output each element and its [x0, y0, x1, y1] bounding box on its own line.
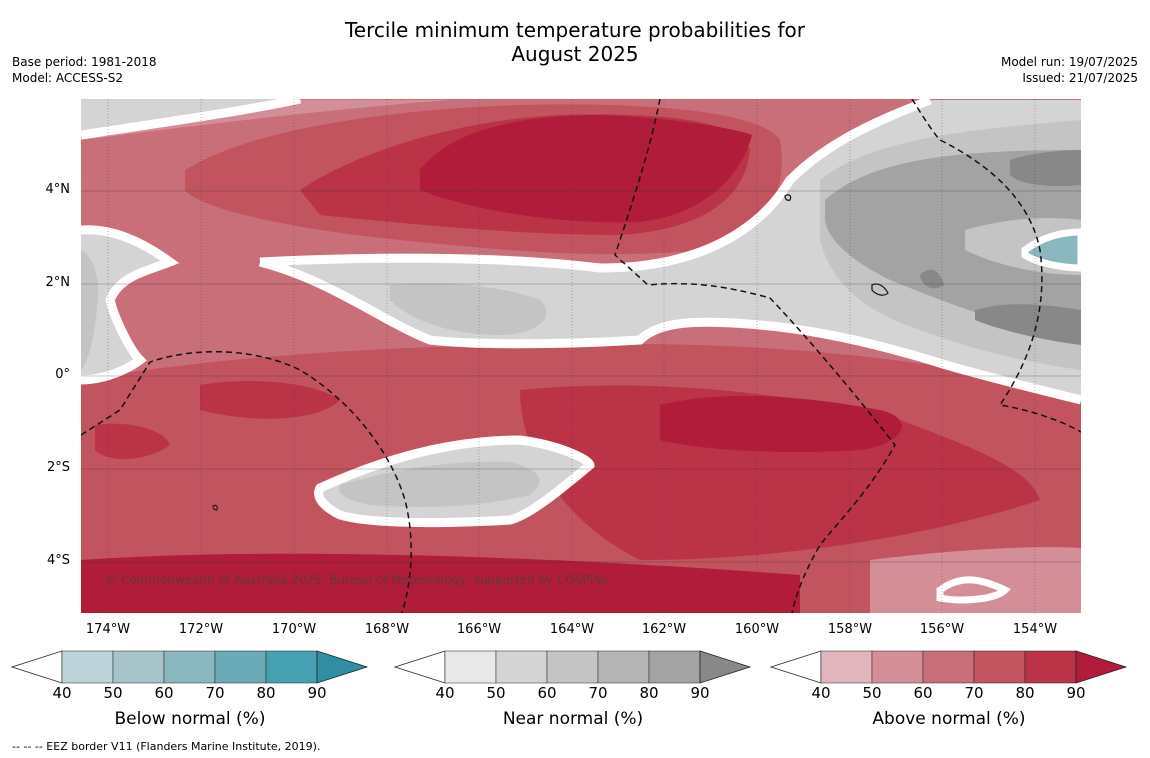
colorbar-near-min-arrow — [393, 650, 446, 684]
chart-title: Tercile minimum temperature probabilitie… — [0, 18, 1150, 66]
meta-right: Model run: 19/07/2025 Issued: 21/07/2025 — [1001, 54, 1138, 86]
y-tick-2s: 2°S — [46, 460, 70, 475]
cb-above-tick-60: 60 — [913, 684, 933, 702]
model-run: Model run: 19/07/2025 — [1000, 55, 1138, 69]
cb-near-tick-70: 70 — [588, 684, 608, 702]
colorbar-near-max-arrow — [699, 650, 752, 684]
colorbar-below-bin-3 — [163, 650, 216, 684]
cb-near-tick-60: 60 — [537, 684, 557, 702]
cb-near-tick-80: 80 — [639, 684, 659, 702]
cb-near-title: Near normal (%) — [502, 709, 644, 729]
cb-above-tick-90: 90 — [1066, 684, 1086, 702]
colorbar-above-bin-5 — [1024, 650, 1077, 684]
cb-below-tick-90: 90 — [307, 684, 327, 702]
colorbar-near-bin-1 — [444, 650, 497, 684]
colorbar-below-max-arrow — [316, 650, 369, 684]
x-tick-156w: 156°W — [919, 622, 965, 637]
cb-below-tick-70: 70 — [205, 684, 225, 702]
colorbar-near-bin-3 — [546, 650, 599, 684]
x-tick-164w: 164°W — [549, 622, 595, 637]
x-tick-154w: 154°W — [1012, 622, 1058, 637]
graticule — [81, 99, 1081, 613]
colorbar-near-bin-4 — [597, 650, 650, 684]
colorbar-above-bin-1 — [820, 650, 873, 684]
cb-above-title: Above normal (%) — [872, 709, 1026, 729]
colorbar-below-bin-5 — [265, 650, 318, 684]
cb-above-tick-80: 80 — [1015, 684, 1035, 702]
x-tick-170w: 170°W — [271, 622, 317, 637]
cb-near-tick-90: 90 — [690, 684, 710, 702]
colorbar-above-bin-3 — [922, 650, 975, 684]
cb-below-title: Below normal (%) — [114, 709, 266, 729]
colorbar-above-max-arrow — [1075, 650, 1128, 684]
cb-near-tick-40: 40 — [435, 684, 455, 702]
x-tick-158w: 158°W — [827, 622, 873, 637]
cb-below-tick-80: 80 — [256, 684, 276, 702]
colorbar-near — [393, 650, 752, 684]
issued-date: Issued: 21/07/2025 — [1022, 71, 1138, 85]
model-name: Model: ACCESS-S2 — [12, 71, 124, 85]
x-tick-174w: 174°W — [85, 622, 131, 637]
cb-above-tick-50: 50 — [862, 684, 882, 702]
y-tick-0: 0° — [55, 367, 70, 382]
cb-above-tick-40: 40 — [811, 684, 831, 702]
colorbar-near-bin-2 — [495, 650, 548, 684]
x-tick-168w: 168°W — [364, 622, 410, 637]
colorbar-near-bin-5 — [648, 650, 701, 684]
cb-below-tick-60: 60 — [154, 684, 174, 702]
colorbar-below-bin-4 — [214, 650, 267, 684]
eez-footnote: -- -- -- EEZ border V11 (Flanders Marine… — [12, 740, 321, 753]
y-tick-4s: 4°S — [46, 553, 70, 568]
x-tick-160w: 160°W — [734, 622, 780, 637]
colorbar-above-min-arrow — [769, 650, 822, 684]
colorbar-below — [10, 650, 369, 684]
meta-left: Base period: 1981-2018 Model: ACCESS-S2 — [12, 54, 157, 86]
x-tick-162w: 162°W — [641, 622, 687, 637]
y-tick-2n: 2°N — [45, 275, 71, 290]
colorbar-above — [769, 650, 1128, 684]
probability-field — [81, 99, 1081, 613]
colorbar-above-bin-2 — [871, 650, 924, 684]
cb-above-tick-70: 70 — [964, 684, 984, 702]
cb-below-tick-40: 40 — [52, 684, 72, 702]
cb-below-tick-50: 50 — [103, 684, 123, 702]
x-tick-166w: 166°W — [456, 622, 502, 637]
title-line-2: August 2025 — [511, 42, 639, 66]
x-tick-172w: 172°W — [178, 622, 224, 637]
base-period: Base period: 1981-2018 — [12, 55, 157, 69]
cb-near-tick-50: 50 — [486, 684, 506, 702]
copyright-notice: © Commonwealth of Australia 2025, Bureau… — [105, 573, 611, 587]
colorbar-below-bin-2 — [112, 650, 165, 684]
colorbar-below-bin-1 — [61, 650, 114, 684]
title-line-1: Tercile minimum temperature probabilitie… — [344, 18, 806, 42]
colorbar-above-bin-4 — [973, 650, 1026, 684]
y-tick-4n: 4°N — [45, 182, 71, 197]
colorbar-below-min-arrow — [10, 650, 63, 684]
